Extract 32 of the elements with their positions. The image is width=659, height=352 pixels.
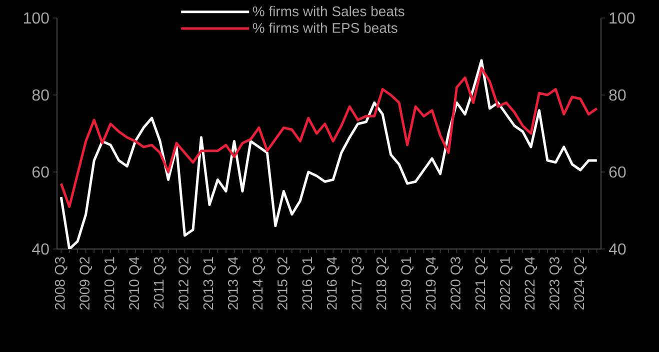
y2-tick-label: 80 xyxy=(32,89,49,101)
x-tick-label: 2024 Q2 xyxy=(574,257,587,310)
x-tick-label: 2017 Q3 xyxy=(352,257,364,310)
x-tick-label: 2019 Q1 xyxy=(401,257,414,310)
legend-label: % firms with EPS beats xyxy=(252,22,398,33)
x-tick-label: 2019 Q4 xyxy=(426,256,438,310)
x-tick-label: 2010 Q1 xyxy=(104,257,117,310)
y2-tick-label: 100 xyxy=(24,12,49,24)
x-tick-label: 2012 Q2 xyxy=(178,257,191,310)
x-tick-label: 2014 Q3 xyxy=(252,257,266,310)
x-tick-label: 2008 Q3 xyxy=(54,257,68,310)
x-tick-label: 2018 Q2 xyxy=(376,257,389,310)
x-tick-label: 2016 Q4 xyxy=(326,256,340,310)
x-tick-label: 2013 Q4 xyxy=(228,256,240,310)
y2-tick-label: 60 xyxy=(32,166,49,178)
y-tick-label: 60 xyxy=(609,166,626,178)
y-tick-label: 100 xyxy=(610,12,635,24)
x-tick-label: 2020 Q3 xyxy=(450,257,463,310)
x-tick-label: 2022 Q4 xyxy=(524,256,538,310)
x-tick-label: 2023 Q3 xyxy=(549,257,562,310)
x-tick-label: 2015 Q2 xyxy=(277,257,290,310)
x-tick-label: 2013 Q1 xyxy=(203,257,216,310)
x-tick-label: 2016 Q1 xyxy=(302,257,315,310)
y2-tick-label: 40 xyxy=(32,243,49,255)
legend-label: % firms with Sales beats xyxy=(252,6,404,16)
x-tick-label: 2011 Q3 xyxy=(154,257,166,308)
x-tick-label: 2022 Q1 xyxy=(500,257,512,310)
x-tick-label: 2010 Q4 xyxy=(129,256,142,310)
y-tick-label: 80 xyxy=(609,89,626,101)
x-tick-label: 2009 Q2 xyxy=(80,257,92,310)
y-tick-label: 40 xyxy=(608,243,626,255)
x-tick-label: 2021 Q2 xyxy=(475,257,488,310)
